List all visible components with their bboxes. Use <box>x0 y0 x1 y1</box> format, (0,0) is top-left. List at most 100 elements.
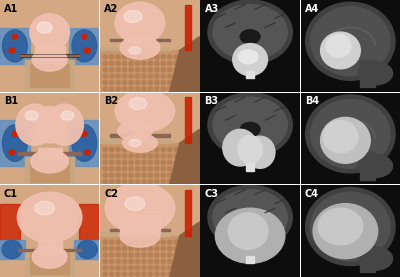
Circle shape <box>110 240 114 244</box>
Circle shape <box>187 61 191 65</box>
Ellipse shape <box>320 117 370 163</box>
Circle shape <box>148 179 152 184</box>
Ellipse shape <box>223 129 258 166</box>
Circle shape <box>155 247 159 251</box>
Text: B4: B4 <box>305 96 319 106</box>
Bar <box>100 143 200 184</box>
Ellipse shape <box>124 11 142 22</box>
Circle shape <box>180 247 185 251</box>
Circle shape <box>180 240 185 244</box>
Circle shape <box>103 74 107 78</box>
Circle shape <box>187 68 191 72</box>
Polygon shape <box>170 37 200 92</box>
Ellipse shape <box>306 2 395 80</box>
Ellipse shape <box>306 188 395 266</box>
Circle shape <box>168 259 172 263</box>
Circle shape <box>187 272 191 276</box>
Ellipse shape <box>313 204 378 259</box>
Circle shape <box>122 247 127 251</box>
Bar <box>100 236 200 277</box>
Circle shape <box>142 240 146 244</box>
Polygon shape <box>74 240 99 259</box>
Circle shape <box>187 179 191 184</box>
Circle shape <box>103 61 107 65</box>
Circle shape <box>148 87 152 91</box>
Circle shape <box>168 87 172 91</box>
Circle shape <box>116 266 120 270</box>
Ellipse shape <box>35 106 64 143</box>
Ellipse shape <box>326 34 351 57</box>
Ellipse shape <box>358 62 392 85</box>
Ellipse shape <box>240 215 260 229</box>
Circle shape <box>142 272 146 276</box>
Circle shape <box>161 167 166 171</box>
Circle shape <box>116 68 120 72</box>
Ellipse shape <box>213 97 287 152</box>
Circle shape <box>161 259 166 263</box>
Polygon shape <box>0 240 25 259</box>
Bar <box>100 139 170 143</box>
Circle shape <box>135 266 140 270</box>
Polygon shape <box>0 120 30 166</box>
Circle shape <box>187 173 191 177</box>
Circle shape <box>155 61 159 65</box>
Circle shape <box>135 68 140 72</box>
Ellipse shape <box>208 93 292 157</box>
Circle shape <box>161 247 166 251</box>
Circle shape <box>129 147 133 152</box>
Polygon shape <box>170 222 200 277</box>
Circle shape <box>148 61 152 65</box>
Ellipse shape <box>129 98 147 110</box>
Bar <box>30 253 70 274</box>
Circle shape <box>116 147 120 152</box>
Ellipse shape <box>35 201 54 215</box>
Circle shape <box>103 259 107 263</box>
Circle shape <box>103 247 107 251</box>
Circle shape <box>142 160 146 164</box>
Circle shape <box>180 253 185 257</box>
Circle shape <box>135 173 140 177</box>
Bar <box>185 97 190 143</box>
Circle shape <box>110 147 114 152</box>
Circle shape <box>155 81 159 84</box>
Text: C3: C3 <box>204 189 218 199</box>
Circle shape <box>103 173 107 177</box>
Polygon shape <box>70 27 99 64</box>
Circle shape <box>103 272 107 276</box>
Circle shape <box>174 68 178 72</box>
Circle shape <box>180 61 185 65</box>
Text: C1: C1 <box>4 189 18 199</box>
Circle shape <box>168 81 172 84</box>
Circle shape <box>142 87 146 91</box>
Circle shape <box>129 259 133 263</box>
Circle shape <box>174 160 178 164</box>
Circle shape <box>180 74 185 78</box>
Circle shape <box>103 160 107 164</box>
Circle shape <box>168 272 172 276</box>
Circle shape <box>155 173 159 177</box>
Ellipse shape <box>72 125 97 161</box>
Ellipse shape <box>32 48 67 71</box>
Circle shape <box>110 81 114 84</box>
Circle shape <box>161 81 166 84</box>
Bar <box>100 232 170 236</box>
Circle shape <box>122 160 127 164</box>
Bar <box>110 134 170 137</box>
Circle shape <box>168 74 172 78</box>
Circle shape <box>174 266 178 270</box>
Circle shape <box>161 240 166 244</box>
Text: A1: A1 <box>4 4 18 14</box>
Bar <box>18 152 81 155</box>
Circle shape <box>103 253 107 257</box>
Circle shape <box>110 167 114 171</box>
Circle shape <box>116 74 120 78</box>
Circle shape <box>122 55 127 59</box>
Circle shape <box>168 160 172 164</box>
Circle shape <box>168 240 172 244</box>
Circle shape <box>161 266 166 270</box>
Circle shape <box>142 259 146 263</box>
Polygon shape <box>0 27 30 64</box>
Circle shape <box>174 179 178 184</box>
Circle shape <box>135 81 140 84</box>
Circle shape <box>180 147 185 152</box>
